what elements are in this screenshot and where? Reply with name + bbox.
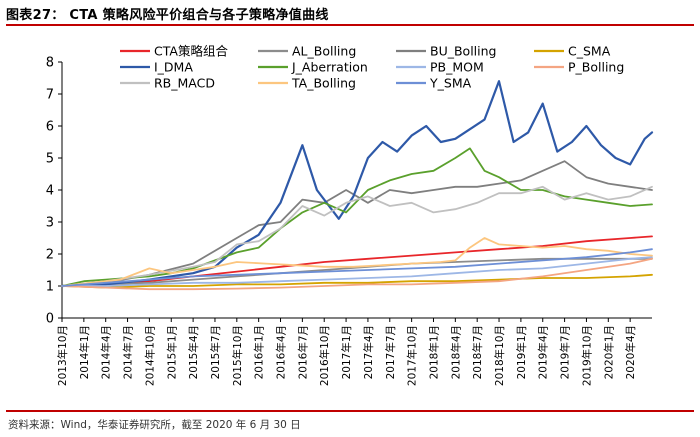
title-bar: 图表27： CTA 策略风险平价组合与各子策略净值曲线 [6,4,694,26]
source-note: 资料来源：Wind，华泰证券研究所，截至 2020 年 6 月 30 日 [8,419,301,431]
footer-divider [6,410,694,412]
series-line [61,256,653,287]
x-tick-label: 2019年10月 [580,325,593,386]
axes: 0 1 2 3 4 5 6 7 8 2013年10月 2014年1月 2014年4月 2014年7月 20… [46,56,652,386]
x-tick-label: 2016年4月 [275,325,288,379]
series-line [61,160,653,287]
series-line [61,273,653,289]
x-tick-label: 2020年4月 [624,325,637,379]
chart-title: 图表27： CTA 策略风险平价组合与各子策略净值曲线 [6,8,329,23]
x-tick-label: 2014年7月 [122,325,135,379]
y-tick-label: 3 [46,216,54,231]
y-tick-label: 7 [46,88,54,103]
x-tick-label: 2019年1月 [515,325,528,379]
x-tick-label: 2017年10月 [406,325,419,386]
x-tick-label: 2016年7月 [296,325,309,379]
y-tick-label: 1 [46,280,54,295]
series-line [61,235,653,287]
x-tick-label: 2019年7月 [559,325,572,379]
x-tick-label: 2016年10月 [318,325,331,386]
x-tick-label: 2015年4月 [187,325,200,379]
x-tick-label: 2018年10月 [493,325,506,386]
legend-label: J_Aberration [291,60,368,75]
x-tick-label: 2016年1月 [253,325,266,379]
y-tick-label: 0 [46,312,54,327]
x-tick-label: 2015年7月 [209,325,222,379]
legend-label: PB_MOM [430,60,484,75]
x-tick-label: 2018年1月 [427,325,440,379]
legend-label: RB_MACD [154,76,215,91]
x-tick-label: 2014年1月 [78,325,91,379]
series-line [61,185,653,287]
series-line [61,147,653,287]
series-line [61,237,653,287]
series-line [60,80,654,288]
x-tick-label: 2017年4月 [362,325,375,379]
x-tick-label: 2013年10月 [56,325,69,386]
legend: CTA策略组合 AL_Bolling BU_Bolling C_SMA I_DMA J_A… [120,44,624,91]
x-tick-label: 2020年1月 [602,325,615,379]
series-line [61,248,653,287]
x-tick-label: 2018年7月 [471,325,484,379]
x-tick-label: 2019年4月 [537,325,550,379]
y-tick-label: 6 [46,120,54,135]
y-tick-label: 2 [46,248,54,263]
legend-label: BU_Bolling [430,44,496,59]
series-line [61,257,653,291]
legend-label: C_SMA [568,44,611,59]
y-tick-label: 5 [46,152,54,167]
legend-label: P_Bolling [568,60,624,75]
legend-label: TA_Bolling [291,76,356,91]
legend-label: I_DMA [154,60,193,75]
legend-label: CTA策略组合 [154,44,228,59]
legend-label: AL_Bolling [292,44,356,59]
x-tick-label: 2018年4月 [449,325,462,379]
legend-label: Y_SMA [429,76,472,91]
x-tick-label: 2017年1月 [340,325,353,379]
x-tick-label: 2015年10月 [231,325,244,386]
x-tick-label: 2014年4月 [100,325,113,379]
x-tick-label: 2015年1月 [165,325,178,379]
y-tick-label: 8 [46,56,54,71]
x-tick-label: 2017年7月 [384,325,397,379]
x-tick-label: 2014年10月 [143,325,156,386]
series-lines [60,80,654,291]
y-tick-label: 4 [46,184,54,199]
